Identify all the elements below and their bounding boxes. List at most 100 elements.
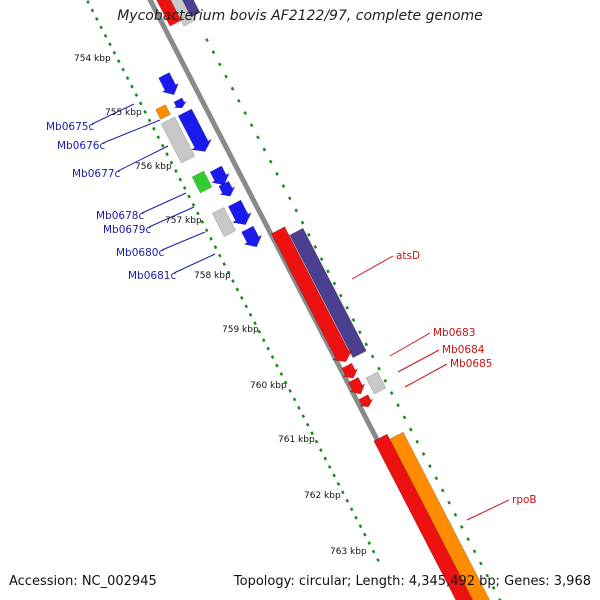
gene-feature — [209, 165, 230, 186]
inner-track-tick — [323, 456, 328, 461]
gene-label: atsD — [396, 250, 420, 262]
kbp-label: 756 kbp — [135, 162, 172, 172]
inner-track-tick — [354, 515, 358, 520]
inner-track-tick — [178, 177, 183, 182]
inner-track-tick — [182, 186, 187, 190]
inner-track-tick — [301, 414, 306, 419]
inner-track-tick — [358, 524, 363, 529]
outer-track-tick — [364, 342, 369, 347]
kbp-label: 757 kbp — [165, 216, 202, 226]
outer-track-tick — [491, 585, 496, 590]
label-connector — [117, 145, 169, 172]
label-connector — [389, 332, 431, 357]
outer-track-tick — [230, 86, 235, 91]
inner-track-tick — [99, 25, 103, 30]
inner-track-tick — [292, 397, 297, 402]
inner-track-tick — [86, 0, 90, 4]
outer-track-tick — [256, 135, 260, 140]
outer-track-tick — [370, 354, 375, 359]
map-title: Mycobacterium bovis AF2122/97, complete … — [117, 8, 483, 24]
inner-track-tick — [204, 228, 209, 233]
gene-feature — [389, 431, 491, 600]
outer-track-tick — [421, 452, 426, 456]
outer-track-tick — [217, 62, 222, 67]
inner-track-tick — [376, 558, 380, 562]
outer-track-tick — [409, 427, 413, 432]
label-connector — [102, 119, 161, 144]
label-connector — [397, 349, 440, 373]
gene-feature — [358, 394, 374, 408]
genome-summary-text: Topology: circular; Length: 4,345,492 bp… — [233, 574, 591, 589]
outer-track-tick — [307, 232, 311, 237]
outer-track-tick — [243, 111, 248, 115]
outer-track-tick — [249, 123, 254, 128]
inner-track-tick — [235, 287, 240, 292]
outer-track-tick — [415, 439, 419, 444]
outer-track-tick — [485, 573, 490, 578]
inner-track-tick — [138, 101, 143, 106]
gene-feature — [241, 225, 263, 248]
gene-label: Mb0684 — [442, 344, 485, 356]
inner-track-tick — [314, 439, 319, 444]
kbp-label: 758 kbp — [194, 271, 231, 281]
inner-track-tick — [231, 279, 235, 283]
inner-track-tick — [336, 482, 341, 486]
inner-track-tick — [239, 296, 244, 300]
outer-track-tick — [377, 366, 381, 371]
outer-track-tick — [237, 98, 241, 103]
inner-track-tick — [143, 110, 147, 114]
label-connector — [404, 363, 448, 388]
gene-label: Mb0678c — [96, 210, 144, 222]
label-connector — [148, 206, 195, 228]
label-connector — [91, 103, 135, 125]
inner-tick-track — [86, 0, 380, 562]
outer-track-tick — [351, 318, 356, 322]
outer-track-tick — [211, 50, 216, 55]
inner-track-tick — [125, 76, 130, 80]
outer-track-tick — [281, 184, 286, 188]
inner-track-tick — [248, 312, 253, 317]
inner-track-tick — [94, 17, 99, 21]
inner-track-tick — [130, 84, 134, 89]
gene-features — [155, 0, 491, 600]
inner-track-tick — [121, 67, 125, 72]
gene-feature — [182, 0, 201, 18]
gene-label: Mb0676c — [57, 140, 105, 152]
inner-track-tick — [363, 532, 367, 537]
gene-feature — [211, 207, 237, 237]
label-connector — [351, 255, 394, 280]
gene-feature — [170, 0, 197, 27]
gene-label: Mb0685 — [450, 358, 492, 370]
outer-track-tick — [440, 488, 445, 493]
kbp-labels: 754 kbp 755 kbp 756 kbp 757 kbp 758 kbp 759 k… — [74, 54, 367, 557]
inner-track-tick — [90, 8, 95, 13]
inner-track-tick — [279, 372, 284, 376]
gene-labels: Mb0675c Mb0676c Mb0677c Mb0678c Mb0679c Mb068… — [46, 121, 537, 506]
inner-track-tick — [327, 465, 332, 469]
gene-feature — [177, 108, 213, 152]
outer-track-tick — [358, 330, 362, 335]
outer-track-tick — [383, 378, 388, 383]
outer-track-tick — [434, 476, 439, 481]
gene-feature — [347, 376, 366, 395]
inner-track-tick — [218, 253, 222, 258]
outer-track-tick — [275, 172, 279, 176]
kbp-label: 762 kbp — [304, 491, 341, 501]
gene-feature — [160, 116, 196, 164]
inner-track-tick — [319, 448, 323, 452]
inner-track-tick — [213, 245, 218, 250]
inner-track-tick — [160, 143, 165, 148]
inner-track-tick — [174, 169, 178, 173]
outer-track-tick — [300, 220, 305, 225]
inner-track-tick — [371, 549, 376, 554]
label-connector — [141, 192, 187, 214]
label-connector — [173, 253, 216, 274]
inner-track-tick — [169, 160, 174, 165]
gene-label: Mb0675c — [46, 121, 94, 133]
gene-feature — [158, 72, 179, 96]
inner-track-tick — [253, 321, 257, 326]
gene-feature — [365, 371, 387, 395]
gene-feature — [191, 170, 213, 194]
outer-track-tick — [313, 245, 318, 249]
outer-track-tick — [466, 537, 470, 542]
